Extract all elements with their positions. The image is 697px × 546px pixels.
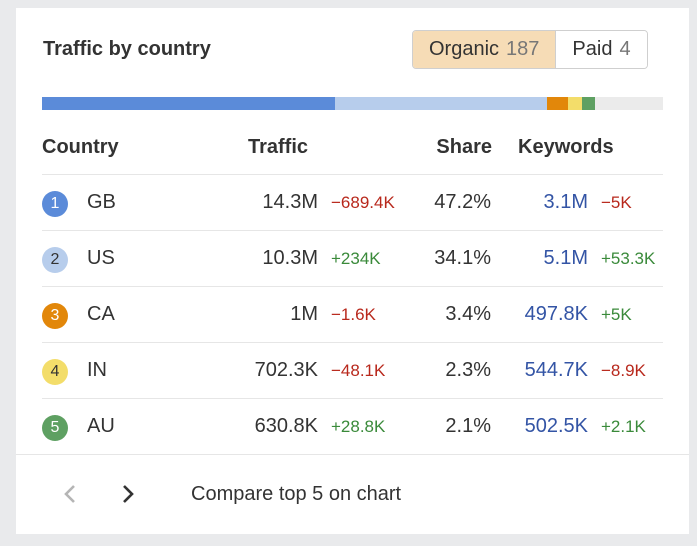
traffic-delta: −689.4K	[331, 193, 395, 212]
share-bar-segment	[582, 97, 596, 110]
card-footer: Compare top 5 on chart	[16, 454, 689, 534]
traffic-value: 10.3M	[262, 247, 318, 269]
keywords-delta: +2.1K	[601, 417, 646, 436]
table-row[interactable]: 3 CA 1M −1.6K 3.4% 497.8K +5K	[42, 286, 663, 343]
table-row[interactable]: 4 IN 702.3K −48.1K 2.3% 544.7K −8.9K	[42, 342, 663, 399]
rank-badge: 1	[42, 191, 68, 217]
column-header-traffic: Traffic	[248, 136, 309, 158]
share-value: 2.3%	[445, 359, 491, 381]
rank-badge: 2	[42, 247, 68, 273]
rank-badge: 4	[42, 359, 68, 385]
country-code: CA	[87, 303, 115, 325]
table-row[interactable]: 2 US 10.3M +234K 34.1% 5.1M +53.3K	[42, 230, 663, 287]
traffic-delta: +234K	[331, 249, 381, 268]
traffic-delta: −48.1K	[331, 361, 386, 380]
traffic-value: 702.3K	[254, 359, 318, 381]
keywords-link[interactable]: 5.1M	[543, 247, 588, 269]
share-value: 34.1%	[434, 247, 491, 269]
chevron-left-icon[interactable]	[60, 482, 80, 506]
paid-count: 4	[619, 38, 631, 60]
paid-label: Paid	[572, 38, 613, 60]
chevron-right-icon[interactable]	[118, 482, 138, 506]
organic-label: Organic	[429, 38, 500, 60]
rank-badge: 5	[42, 415, 68, 441]
keywords-delta: −5K	[601, 193, 632, 212]
share-value: 2.1%	[445, 415, 491, 437]
country-code: GB	[87, 191, 116, 213]
share-bar	[42, 97, 663, 110]
traffic-type-toggle: Organic 187 Paid 4	[412, 30, 648, 69]
paid-tab[interactable]: Paid 4	[556, 31, 647, 68]
keywords-link[interactable]: 497.8K	[524, 303, 588, 325]
country-code: US	[87, 247, 115, 269]
column-header-share: Share	[436, 136, 492, 158]
card-title: Traffic by country	[43, 38, 211, 60]
traffic-value: 1M	[290, 303, 318, 325]
share-bar-segment	[42, 97, 336, 110]
organic-count: 187	[506, 38, 540, 60]
traffic-value: 14.3M	[262, 191, 318, 213]
keywords-link[interactable]: 3.1M	[543, 191, 588, 213]
share-value: 3.4%	[445, 303, 491, 325]
rank-badge: 3	[42, 303, 68, 329]
column-header-keywords: Keywords	[518, 136, 614, 158]
organic-tab[interactable]: Organic 187	[413, 31, 557, 68]
country-code: IN	[87, 359, 107, 381]
country-code: AU	[87, 415, 115, 437]
traffic-value: 630.8K	[254, 415, 318, 437]
table-row[interactable]: 1 GB 14.3M −689.4K 47.2% 3.1M −5K	[42, 174, 663, 231]
traffic-delta: +28.8K	[331, 417, 386, 436]
compare-top-5-link[interactable]: Compare top 5 on chart	[191, 483, 402, 505]
keywords-delta: +5K	[601, 305, 632, 324]
column-header-country: Country	[42, 136, 119, 158]
share-bar-segment	[567, 97, 583, 110]
traffic-by-country-card: Traffic by country Organic 187 Paid 4 Co…	[16, 8, 689, 534]
keywords-link[interactable]: 544.7K	[524, 359, 588, 381]
share-value: 47.2%	[434, 191, 491, 213]
traffic-delta: −1.6K	[331, 305, 376, 324]
share-bar-segment	[546, 97, 568, 110]
share-bar-segment	[335, 97, 547, 110]
table-row[interactable]: 5 AU 630.8K +28.8K 2.1% 502.5K +2.1K	[42, 398, 663, 455]
keywords-delta: −8.9K	[601, 361, 646, 380]
keywords-delta: +53.3K	[601, 249, 656, 268]
keywords-link[interactable]: 502.5K	[524, 415, 588, 437]
